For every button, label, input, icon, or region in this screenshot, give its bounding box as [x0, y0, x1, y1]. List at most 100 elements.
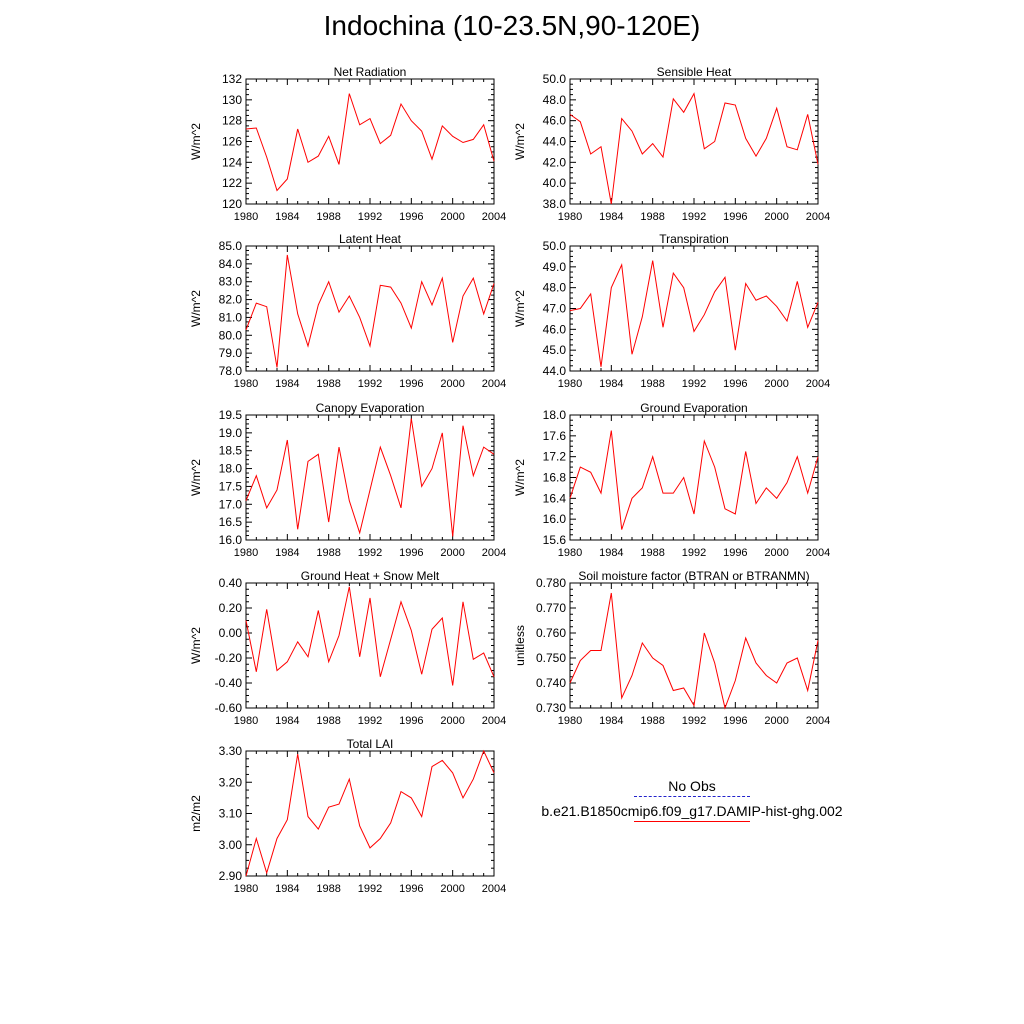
y-tick-label: 83.0	[219, 275, 243, 289]
y-tick-label: 120	[222, 197, 242, 211]
x-tick-label: 1988	[640, 378, 664, 390]
y-tick-label: 128	[222, 114, 242, 128]
y-tick-label: 46.0	[543, 114, 567, 128]
y-tick-label: 17.2	[543, 450, 567, 464]
panel-title: Net Radiation	[334, 65, 407, 79]
y-tick-label: 3.00	[219, 838, 243, 852]
y-axis-label: W/m^2	[513, 459, 527, 496]
x-tick-label: 1988	[316, 211, 340, 223]
panel-8: Total LAI m2/m2 2.90 3.00 3.10 3.20 3.30 1980 19…	[189, 737, 506, 895]
y-tick-label: 0.780	[536, 576, 566, 590]
x-tick-label: 1996	[723, 547, 747, 559]
x-tick-label: 2004	[806, 715, 830, 727]
panel-title: Sensible Heat	[657, 65, 732, 79]
plot-frame	[569, 414, 819, 541]
series-line	[569, 260, 819, 367]
x-tick-label: 1984	[275, 378, 299, 390]
plot-frame	[245, 245, 495, 372]
y-tick-label: 45.0	[543, 343, 567, 357]
y-tick-label: 18.5	[219, 444, 243, 458]
y-tick-label: 40.0	[543, 176, 567, 190]
legend-obs-label: No Obs	[668, 778, 716, 794]
x-tick-label: 2000	[440, 211, 464, 223]
y-tick-label: 48.0	[543, 281, 567, 295]
plot-frame	[569, 245, 819, 372]
y-tick-label: 46.0	[543, 322, 567, 336]
x-tick-label: 1992	[358, 715, 382, 727]
panel-title: Soil moisture factor (BTRAN or BTRANMN)	[578, 569, 809, 583]
x-tick-label: 1992	[358, 211, 382, 223]
y-tick-label: 124	[222, 155, 242, 169]
y-tick-label: 79.0	[219, 346, 243, 360]
x-tick-label: 1980	[234, 547, 258, 559]
panel-title: Transpiration	[659, 232, 729, 246]
panel-6: Ground Heat + Snow Melt W/m^2 -0.60 -0.40 -0…	[189, 569, 506, 727]
y-tick-label: 126	[222, 135, 242, 149]
y-tick-label: -0.20	[215, 651, 243, 665]
x-tick-label: 2000	[440, 378, 464, 390]
y-tick-label: 85.0	[219, 239, 243, 253]
x-tick-label: 1984	[599, 715, 623, 727]
y-tick-label: 18.0	[219, 462, 243, 476]
y-tick-label: 16.5	[219, 515, 243, 529]
y-axis-label: W/m^2	[513, 290, 527, 327]
y-tick-label: 17.0	[219, 497, 243, 511]
x-tick-label: 1980	[558, 715, 582, 727]
series-line	[569, 92, 819, 205]
y-tick-label: 42.0	[543, 155, 567, 169]
x-tick-label: 1992	[682, 211, 706, 223]
plot-frame	[569, 78, 819, 205]
x-tick-label: 1988	[316, 883, 340, 895]
y-tick-label: 78.0	[219, 364, 243, 378]
x-tick-label: 1980	[234, 378, 258, 390]
y-tick-label: 2.90	[219, 869, 243, 883]
panel-7: Soil moisture factor (BTRAN or BTRANMN) u…	[513, 569, 830, 727]
x-tick-label: 1996	[399, 547, 423, 559]
x-tick-label: 2004	[482, 715, 506, 727]
y-tick-label: 0.740	[536, 676, 566, 690]
x-tick-label: 1980	[558, 378, 582, 390]
x-tick-label: 1996	[723, 378, 747, 390]
y-tick-label: 19.5	[219, 408, 243, 422]
y-tick-label: 50.0	[543, 239, 567, 253]
y-tick-label: 16.8	[543, 471, 567, 485]
plot-frame	[245, 78, 495, 205]
x-tick-label: 2004	[482, 883, 506, 895]
x-tick-label: 1984	[275, 883, 299, 895]
x-tick-label: 1980	[558, 547, 582, 559]
series-line	[245, 254, 495, 368]
y-tick-label: 44.0	[543, 364, 567, 378]
y-tick-label: 17.5	[219, 479, 243, 493]
x-tick-label: 2004	[482, 211, 506, 223]
x-tick-label: 2000	[440, 715, 464, 727]
y-axis-label: W/m^2	[513, 123, 527, 160]
y-tick-label: 0.00	[219, 626, 243, 640]
x-tick-label: 1996	[399, 715, 423, 727]
series-line	[569, 430, 819, 530]
y-tick-label: 19.0	[219, 426, 243, 440]
panel-4: Canopy Evaporation W/m^2 16.0 16.5 17.0 17.5 1…	[189, 401, 506, 559]
y-tick-label: 81.0	[219, 310, 243, 324]
panel-2: Latent Heat W/m^2 78.0 79.0 80.0 81.0 82.0 83.0…	[189, 232, 506, 390]
series-line	[569, 592, 819, 710]
x-tick-label: 1996	[399, 883, 423, 895]
y-tick-label: 84.0	[219, 257, 243, 271]
x-tick-label: 1996	[723, 211, 747, 223]
x-tick-label: 1988	[640, 715, 664, 727]
x-tick-label: 1988	[316, 547, 340, 559]
y-tick-label: 3.20	[219, 775, 243, 789]
x-tick-label: 1992	[358, 883, 382, 895]
figure-title: Indochina (10-23.5N,90-120E)	[323, 10, 701, 41]
x-tick-label: 2000	[440, 883, 464, 895]
x-tick-label: 1996	[723, 715, 747, 727]
x-tick-label: 1984	[599, 211, 623, 223]
x-tick-label: 1984	[599, 547, 623, 559]
y-tick-label: 38.0	[543, 197, 567, 211]
y-axis-label: W/m^2	[189, 290, 203, 327]
y-tick-label: 0.40	[219, 576, 243, 590]
y-tick-label: 122	[222, 176, 242, 190]
y-axis-label: m2/m2	[189, 795, 203, 832]
plot-frame	[245, 750, 495, 877]
x-tick-label: 1984	[275, 547, 299, 559]
y-tick-label: 48.0	[543, 93, 567, 107]
